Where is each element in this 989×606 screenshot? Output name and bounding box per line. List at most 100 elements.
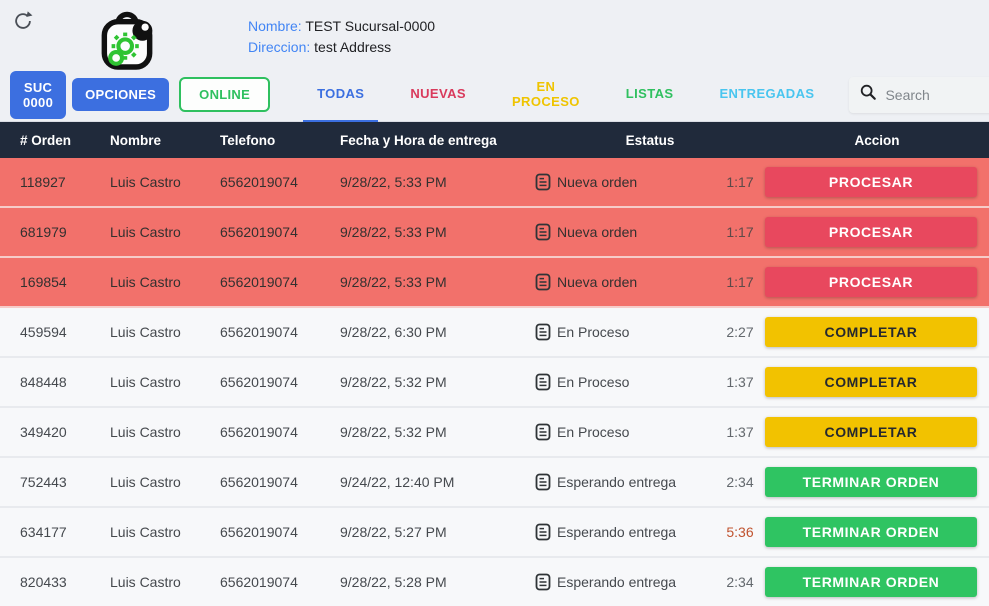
phone-number: 6562019074: [220, 424, 298, 440]
status-label: En Proceso: [557, 424, 630, 440]
order-number: 459594: [20, 324, 67, 340]
col-header-accion: Accion: [854, 132, 900, 148]
phone-number: 6562019074: [220, 224, 298, 240]
status-label: Nueva orden: [557, 274, 638, 290]
phone-number: 6562019074: [220, 324, 298, 340]
table-row: 848448 Luis Castro 6562019074 9/28/22, 5…: [0, 358, 989, 408]
table-row: 634177 Luis Castro 6562019074 9/28/22, 5…: [0, 508, 989, 558]
status-label: En Proceso: [557, 374, 630, 390]
delivery-datetime: 9/28/22, 5:28 PM: [340, 574, 447, 590]
order-note-icon: [535, 573, 552, 591]
order-number: 118927: [20, 174, 66, 190]
order-note-icon: [535, 523, 552, 541]
phone-number: 6562019074: [220, 374, 298, 390]
customer-name: Luis Castro: [110, 374, 181, 390]
delivery-datetime: 9/28/22, 5:33 PM: [340, 174, 447, 190]
table-row: 681979 Luis Castro 6562019074 9/28/22, 5…: [0, 208, 989, 258]
col-header-telefono: Telefono: [220, 132, 276, 148]
store-name-label: Nombre:: [248, 18, 302, 34]
elapsed-time: 5:36: [726, 524, 754, 540]
delivery-datetime: 9/28/22, 6:30 PM: [340, 324, 447, 340]
tab-entregadas[interactable]: ENTREGADAS: [705, 68, 828, 122]
order-note-icon: [535, 473, 552, 491]
tab-listas[interactable]: LISTAS: [612, 68, 688, 122]
delivery-datetime: 9/28/22, 5:27 PM: [340, 524, 447, 540]
order-number: 169854: [20, 274, 67, 290]
toolbar: SUC 0000 OPCIONES ONLINE TODAS NUEVAS EN…: [0, 68, 989, 122]
top-header: Nombre: TEST Sucursal-0000 Direccion: te…: [0, 0, 989, 70]
elapsed-time: 1:17: [726, 174, 754, 190]
customer-name: Luis Castro: [110, 474, 181, 490]
action-button[interactable]: COMPLETAR: [765, 367, 977, 397]
action-button[interactable]: COMPLETAR: [765, 317, 977, 347]
tab-todas[interactable]: TODAS: [303, 68, 379, 122]
delivery-datetime: 9/28/22, 5:32 PM: [340, 374, 447, 390]
suc-button[interactable]: SUC 0000: [10, 70, 67, 119]
status-label: Esperando entrega: [557, 474, 677, 490]
phone-number: 6562019074: [220, 574, 298, 590]
order-number: 349420: [20, 424, 67, 440]
col-header-orden: # Orden: [20, 132, 72, 148]
action-button[interactable]: COMPLETAR: [765, 417, 977, 447]
table-header-row: # Orden Nombre Telefono Fecha y Hora de …: [0, 122, 989, 158]
customer-name: Luis Castro: [110, 174, 181, 190]
phone-number: 6562019074: [220, 524, 298, 540]
status-label: Nueva orden: [557, 224, 638, 240]
elapsed-time: 1:17: [726, 274, 754, 290]
customer-name: Luis Castro: [110, 224, 181, 240]
elapsed-time: 1:37: [726, 374, 754, 390]
col-header-nombre: Nombre: [110, 132, 162, 148]
customer-name: Luis Castro: [110, 324, 181, 340]
order-note-icon: [535, 223, 552, 241]
elapsed-time: 1:17: [726, 224, 754, 240]
search-input[interactable]: [885, 86, 989, 103]
app-logo: [98, 6, 156, 75]
action-button[interactable]: PROCESAR: [765, 267, 977, 297]
order-note-icon: [535, 323, 552, 341]
order-note-icon: [535, 273, 552, 291]
table-row: 752443 Luis Castro 6562019074 9/24/22, 1…: [0, 458, 989, 508]
opciones-button[interactable]: OPCIONES: [72, 78, 170, 111]
store-name-value: TEST Sucursal-0000: [305, 18, 436, 34]
customer-name: Luis Castro: [110, 524, 181, 540]
phone-number: 6562019074: [220, 274, 298, 290]
refresh-icon: [12, 11, 34, 35]
order-number: 848448: [20, 374, 67, 390]
table-row: 349420 Luis Castro 6562019074 9/28/22, 5…: [0, 408, 989, 458]
action-button[interactable]: TERMINAR ORDEN: [765, 567, 977, 597]
elapsed-time: 2:34: [726, 474, 754, 490]
customer-name: Luis Castro: [110, 574, 181, 590]
action-button[interactable]: TERMINAR ORDEN: [765, 517, 977, 547]
orders-table-body: 118927 Luis Castro 6562019074 9/28/22, 5…: [0, 158, 989, 606]
action-button[interactable]: PROCESAR: [765, 217, 977, 247]
order-number: 752443: [20, 474, 67, 490]
order-note-icon: [535, 173, 552, 191]
action-button[interactable]: TERMINAR ORDEN: [765, 467, 977, 497]
status-label: Esperando entrega: [557, 524, 677, 540]
order-number: 634177: [20, 524, 67, 540]
delivery-datetime: 9/28/22, 5:33 PM: [340, 224, 447, 240]
elapsed-time: 1:37: [726, 424, 754, 440]
delivery-datetime: 9/28/22, 5:33 PM: [340, 274, 447, 290]
tab-en-proceso[interactable]: EN PROCESO: [498, 68, 594, 122]
delivery-datetime: 9/28/22, 5:32 PM: [340, 424, 447, 440]
order-number: 820433: [20, 574, 67, 590]
phone-number: 6562019074: [220, 174, 298, 190]
customer-name: Luis Castro: [110, 424, 181, 440]
order-note-icon: [535, 423, 552, 441]
store-info: Nombre: TEST Sucursal-0000 Direccion: te…: [248, 16, 435, 58]
address-value: test Address: [314, 39, 392, 55]
table-row: 820433 Luis Castro 6562019074 9/28/22, 5…: [0, 558, 989, 606]
table-row: 118927 Luis Castro 6562019074 9/28/22, 5…: [0, 158, 989, 208]
online-toggle-button[interactable]: ONLINE: [179, 77, 271, 112]
customer-name: Luis Castro: [110, 274, 181, 290]
tab-nuevas[interactable]: NUEVAS: [396, 68, 480, 122]
table-row: 459594 Luis Castro 6562019074 9/28/22, 6…: [0, 308, 989, 358]
address-label: Direccion:: [248, 39, 311, 55]
elapsed-time: 2:27: [726, 324, 754, 340]
refresh-button[interactable]: [10, 8, 36, 37]
search-box: [849, 76, 989, 113]
phone-number: 6562019074: [220, 474, 298, 490]
action-button[interactable]: PROCESAR: [765, 167, 977, 197]
col-header-fecha: Fecha y Hora de entrega: [340, 132, 497, 148]
